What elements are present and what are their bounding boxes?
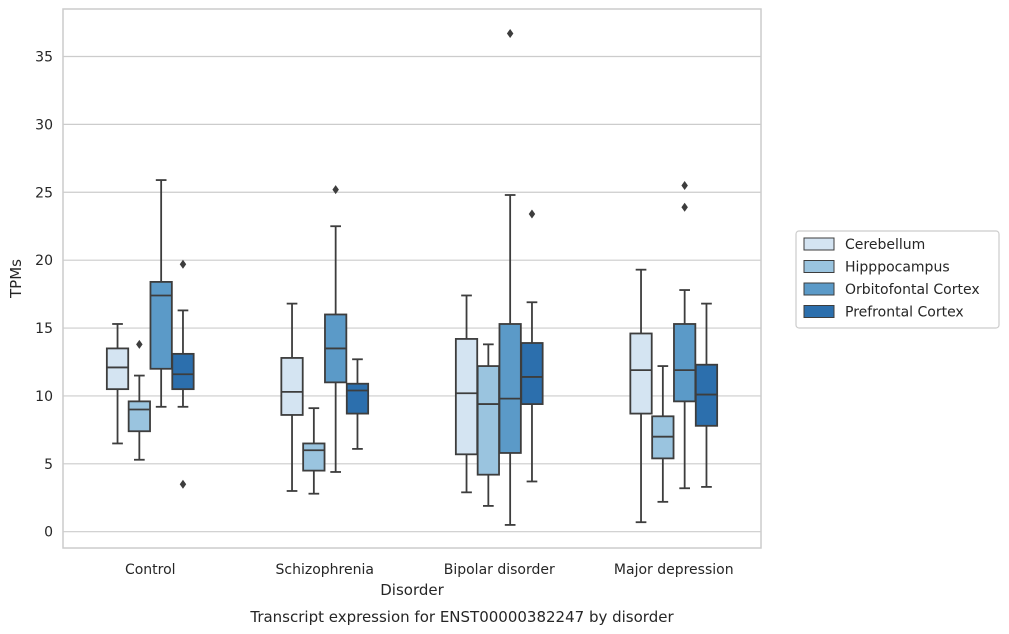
- box-2-2: [498, 28, 522, 526]
- box-1-2: [324, 185, 348, 473]
- box-2-1: [476, 343, 500, 507]
- legend: Cerebellum Hipppocampus Orbitofontal Corte…: [795, 230, 1000, 329]
- box-3-3: [694, 302, 719, 488]
- outlier-point: [179, 479, 187, 489]
- box-3-0: [629, 268, 653, 524]
- outlier-point: [332, 185, 339, 195]
- x-axis-label: Disorder: [380, 581, 444, 599]
- legend-label: Orbitofontal Cortex: [845, 282, 980, 298]
- outlier-point: [681, 180, 688, 190]
- y-tick-label: 0: [44, 525, 53, 541]
- y-tick-label: 20: [35, 253, 53, 269]
- y-tick-labels: 0 5 10 15 20 25 30 35: [35, 50, 53, 541]
- outlier-point: [179, 259, 187, 269]
- box-1-3: [345, 358, 370, 450]
- box-iqr: [498, 323, 522, 454]
- x-tick-label: Control: [125, 562, 176, 578]
- y-tick-label: 15: [35, 321, 53, 337]
- outlier-point: [528, 209, 536, 219]
- box-iqr: [629, 332, 653, 415]
- box-0-0: [105, 323, 130, 445]
- y-tick-label: 10: [35, 389, 53, 405]
- box-0-3: [171, 259, 195, 489]
- box-3-2: [673, 180, 697, 490]
- box-0-1: [127, 339, 151, 461]
- legend-label: Cerebellum: [845, 237, 925, 253]
- x-tick-label: Schizophrenia: [276, 562, 374, 578]
- outlier-point: [136, 339, 143, 349]
- box-iqr: [454, 338, 479, 456]
- legend-swatch: [803, 260, 835, 273]
- y-axis-label: TPMs: [7, 259, 25, 299]
- plot-frame: [62, 8, 762, 549]
- box-3-1: [651, 365, 675, 503]
- legend-swatch: [803, 282, 835, 296]
- outlier-point: [681, 202, 688, 212]
- box-iqr: [673, 323, 697, 403]
- box-iqr: [476, 365, 500, 476]
- box-iqr: [345, 382, 370, 415]
- y-tick-label: 30: [35, 117, 53, 133]
- box-iqr: [302, 442, 326, 472]
- legend-frame: [795, 230, 1000, 329]
- chart-caption: Transcript expression for ENST0000038224…: [249, 608, 674, 626]
- x-tick-label: Major depression: [614, 562, 734, 578]
- box-iqr: [171, 352, 195, 391]
- x-tick-label: Bipolar disorder: [444, 562, 555, 578]
- legend-label: Hipppocampus: [845, 260, 950, 276]
- box-iqr: [149, 280, 173, 370]
- legend-label: Prefrontal Cortex: [845, 305, 964, 321]
- box-2-0: [454, 294, 479, 494]
- box-0-2: [149, 179, 173, 408]
- box-plot-layer: [105, 28, 719, 526]
- box-1-1: [302, 407, 326, 495]
- y-tick-label: 35: [35, 50, 53, 66]
- box-iqr: [520, 342, 544, 405]
- y-tick-label: 5: [44, 457, 53, 473]
- box-iqr: [127, 400, 151, 433]
- x-tick-labels: Control Schizophrenia Bipolar disorder Majo…: [125, 562, 734, 578]
- box-iqr: [105, 347, 130, 391]
- box-iqr: [280, 357, 304, 416]
- box-1-0: [280, 302, 304, 492]
- outlier-point: [506, 28, 514, 38]
- box-2-3: [520, 209, 544, 483]
- grid-lines: [63, 55, 761, 533]
- legend-swatch: [803, 237, 835, 251]
- y-tick-label: 25: [35, 185, 53, 201]
- legend-swatch: [803, 305, 835, 318]
